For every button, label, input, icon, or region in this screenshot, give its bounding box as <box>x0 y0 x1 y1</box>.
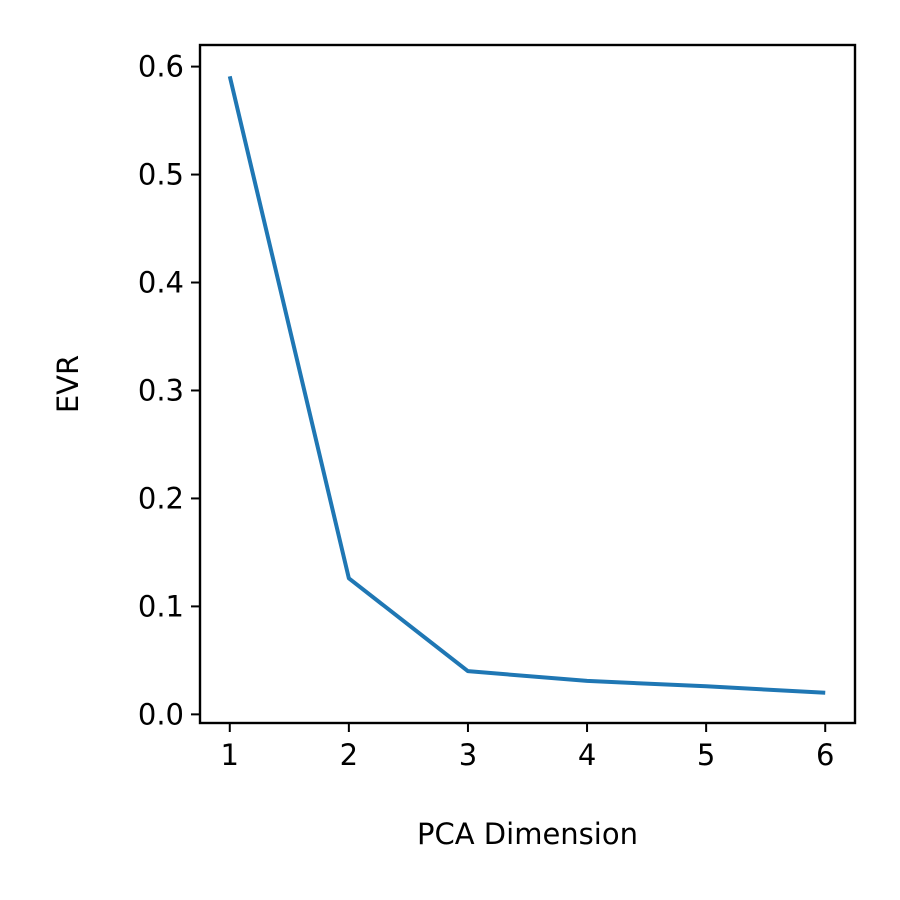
series-line <box>227 75 826 695</box>
x-tick-label: 5 <box>697 738 715 772</box>
plot-frame <box>198 43 857 725</box>
y-axis-ticks: 0.0 0.1 0.2 0.3 0.4 0.5 0.6 <box>138 50 200 731</box>
y-tick-label: 0.4 <box>138 266 184 300</box>
y-axis-label: EVR <box>51 355 85 413</box>
y-tick-label: 0.6 <box>138 50 184 84</box>
x-tick-label: 6 <box>816 738 834 772</box>
y-tick-label: 0.0 <box>138 697 184 731</box>
x-tick-label: 3 <box>459 738 477 772</box>
series-layer <box>227 75 826 695</box>
x-tick-label: 4 <box>578 738 596 772</box>
x-tick-label: 2 <box>340 738 358 772</box>
y-tick-label: 0.2 <box>138 481 184 515</box>
y-tick-label: 0.3 <box>138 373 184 407</box>
x-axis-ticks: 1 2 3 4 5 6 <box>221 723 834 772</box>
x-tick-label: 1 <box>221 738 239 772</box>
x-axis-label: PCA Dimension <box>417 817 638 851</box>
y-tick-label: 0.5 <box>138 158 184 192</box>
y-tick-label: 0.1 <box>138 589 184 623</box>
